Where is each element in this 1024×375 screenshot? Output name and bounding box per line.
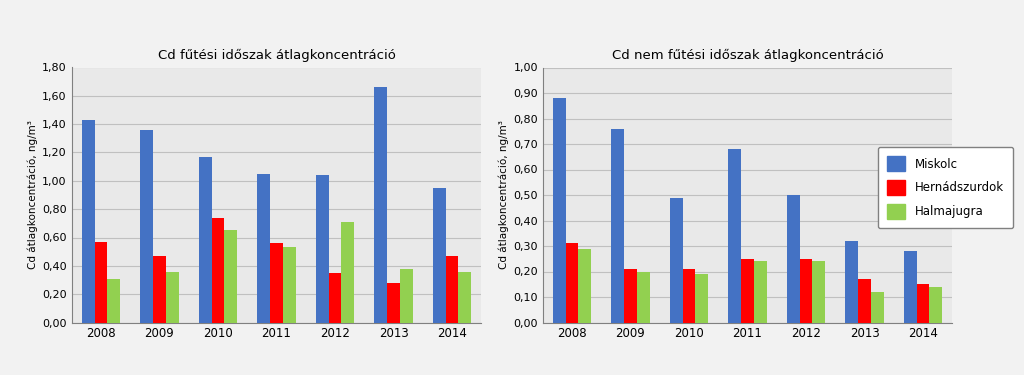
Bar [845,241,858,322]
Bar [565,243,579,322]
Bar [283,248,296,322]
Bar [153,256,166,322]
Bar [108,279,120,322]
Bar [812,261,825,322]
Bar [212,217,224,322]
Bar [82,120,94,322]
Bar [329,273,341,322]
Bar [904,251,916,322]
Bar [459,272,471,322]
Bar [728,149,741,322]
Bar [871,292,884,322]
Bar [270,243,283,322]
Bar [341,222,354,322]
Bar [695,274,709,322]
Bar [166,272,179,322]
Y-axis label: Cd átlagkoncentráció, ng/m³: Cd átlagkoncentráció, ng/m³ [28,121,38,269]
Bar [741,259,754,322]
Bar [786,195,800,322]
Bar [140,130,153,322]
Bar [916,284,930,322]
Bar [94,242,108,322]
Bar [315,175,329,322]
Bar [637,272,650,322]
Bar [553,98,565,322]
Bar [257,174,270,322]
Bar [387,283,400,322]
Bar [433,188,445,322]
Title: Cd fűtési időszak átlagkoncentráció: Cd fűtési időszak átlagkoncentráció [158,49,395,62]
Bar [858,279,871,322]
Bar [930,287,942,322]
Bar [374,87,387,322]
Y-axis label: Cd átlagkoncentráció, ng/m³: Cd átlagkoncentráció, ng/m³ [499,121,509,269]
Bar [683,269,695,322]
Legend: Miskolc, Hernádszurdok, Halmajugra: Miskolc, Hernádszurdok, Halmajugra [878,147,1013,228]
Bar [400,268,413,322]
Bar [670,198,683,322]
Bar [624,269,637,322]
Bar [199,157,212,322]
Bar [800,259,812,322]
Bar [611,129,624,322]
Bar [579,249,591,322]
Bar [754,261,767,322]
Title: Cd nem fűtési időszak átlagkoncentráció: Cd nem fűtési időszak átlagkoncentráció [611,49,884,62]
Bar [445,256,459,322]
Bar [224,230,238,322]
